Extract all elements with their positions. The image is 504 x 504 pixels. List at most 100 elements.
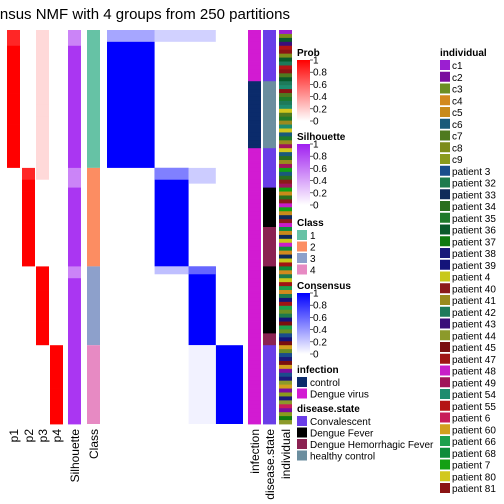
silhouette-cell bbox=[68, 148, 81, 153]
infection-cell bbox=[248, 254, 261, 259]
prob-cell bbox=[22, 234, 35, 240]
individual-cell bbox=[279, 242, 292, 248]
silhouette-cell bbox=[68, 258, 81, 263]
individual-cell bbox=[279, 148, 292, 153]
disease-state-cell bbox=[263, 187, 276, 192]
prob-cell bbox=[7, 163, 20, 169]
prob-cell bbox=[36, 404, 49, 409]
infection-cell bbox=[248, 61, 261, 66]
prob-cell bbox=[50, 211, 63, 216]
prob-cell bbox=[7, 416, 20, 421]
prob-cell bbox=[36, 368, 49, 374]
prob-cell bbox=[36, 293, 49, 299]
prob-cell bbox=[50, 325, 63, 330]
prob-cell bbox=[22, 104, 35, 110]
prob-cell bbox=[22, 132, 35, 137]
legend-item-label: Dengue virus bbox=[310, 390, 369, 401]
legend-tick-label: 0.4 bbox=[313, 325, 327, 336]
prob-cell bbox=[22, 376, 35, 382]
individual-cell bbox=[279, 85, 292, 90]
prob-cell bbox=[50, 223, 63, 228]
legend-tick-label: 1 bbox=[313, 140, 319, 151]
silhouette-cell bbox=[68, 37, 81, 43]
prob-cell bbox=[36, 175, 49, 181]
disease-state-cell bbox=[263, 290, 276, 295]
legend-swatch bbox=[440, 318, 450, 329]
prob-cell bbox=[7, 404, 20, 409]
legend-color-bar bbox=[297, 60, 310, 121]
prob-cell bbox=[36, 321, 49, 326]
prob-cell bbox=[7, 33, 20, 39]
prob-cell bbox=[7, 49, 20, 55]
individual-cell bbox=[279, 156, 292, 161]
prob-cell bbox=[36, 380, 49, 385]
disease-state-cell bbox=[263, 329, 276, 334]
disease-state-cell bbox=[263, 33, 276, 39]
prob-cell bbox=[7, 156, 20, 161]
individual-cell bbox=[279, 175, 292, 181]
prob-cell bbox=[22, 242, 35, 248]
silhouette-cell bbox=[68, 132, 81, 137]
disease-state-cell bbox=[263, 65, 276, 70]
prob-cell bbox=[50, 33, 63, 39]
prob-cell bbox=[7, 136, 20, 141]
prob-cell bbox=[7, 227, 20, 232]
column-label: p1 bbox=[7, 429, 21, 443]
silhouette-cell bbox=[68, 183, 81, 188]
silhouette-cell bbox=[68, 191, 81, 196]
disease-state-cell bbox=[263, 144, 276, 149]
disease-state-cell bbox=[263, 282, 276, 287]
infection-cell bbox=[248, 301, 261, 307]
prob-cell bbox=[22, 297, 35, 303]
prob-cell bbox=[7, 400, 20, 405]
silhouette-cell bbox=[68, 262, 81, 267]
infection-cell bbox=[248, 309, 261, 315]
silhouette-cell bbox=[68, 230, 81, 236]
legend-swatch bbox=[440, 165, 450, 176]
legend-swatch bbox=[440, 154, 450, 164]
disease-state-cell bbox=[263, 301, 276, 307]
legend-tick-label: 0.8 bbox=[313, 68, 327, 79]
disease-state-cell bbox=[263, 215, 276, 220]
infection-cell bbox=[248, 132, 261, 137]
prob-cell bbox=[22, 416, 35, 421]
prob-cell bbox=[50, 274, 63, 279]
legend-swatch bbox=[297, 450, 307, 461]
prob-cell bbox=[22, 337, 35, 342]
prob-cell bbox=[50, 404, 63, 409]
disease-state-cell bbox=[263, 89, 276, 94]
legend-item-label: c7 bbox=[452, 132, 463, 143]
prob-cell bbox=[7, 89, 20, 94]
prob-cell bbox=[36, 412, 49, 417]
silhouette-cell bbox=[68, 175, 81, 181]
individual-cell bbox=[279, 325, 292, 330]
prob-cell bbox=[36, 37, 49, 43]
legend-tick-label: 0.6 bbox=[313, 313, 327, 324]
prob-cell bbox=[7, 69, 20, 74]
infection-cell bbox=[248, 100, 261, 106]
individual-cell bbox=[279, 372, 292, 378]
silhouette-cell bbox=[68, 57, 81, 62]
prob-cell bbox=[36, 372, 49, 378]
prob-cell bbox=[7, 254, 20, 259]
individual-cell bbox=[279, 345, 292, 350]
disease-state-cell bbox=[263, 223, 276, 228]
prob-cell bbox=[7, 96, 20, 102]
silhouette-cell bbox=[68, 305, 81, 311]
disease-state-cell bbox=[263, 179, 276, 185]
prob-cell bbox=[22, 266, 35, 271]
class-block bbox=[87, 345, 100, 424]
prob-cell bbox=[7, 258, 20, 263]
prob-cell bbox=[7, 396, 20, 401]
prob-cell bbox=[22, 33, 35, 39]
prob-cell bbox=[50, 191, 63, 196]
prob-cell bbox=[22, 357, 35, 362]
prob-cell bbox=[22, 124, 35, 129]
prob-cell bbox=[22, 61, 35, 66]
legend-item-label: patient 80 bbox=[452, 472, 496, 483]
legend-color-bar bbox=[297, 293, 310, 354]
prob-cell bbox=[22, 167, 35, 173]
prob-cell bbox=[7, 262, 20, 267]
individual-cell bbox=[279, 353, 292, 358]
prob-cell bbox=[22, 420, 35, 425]
